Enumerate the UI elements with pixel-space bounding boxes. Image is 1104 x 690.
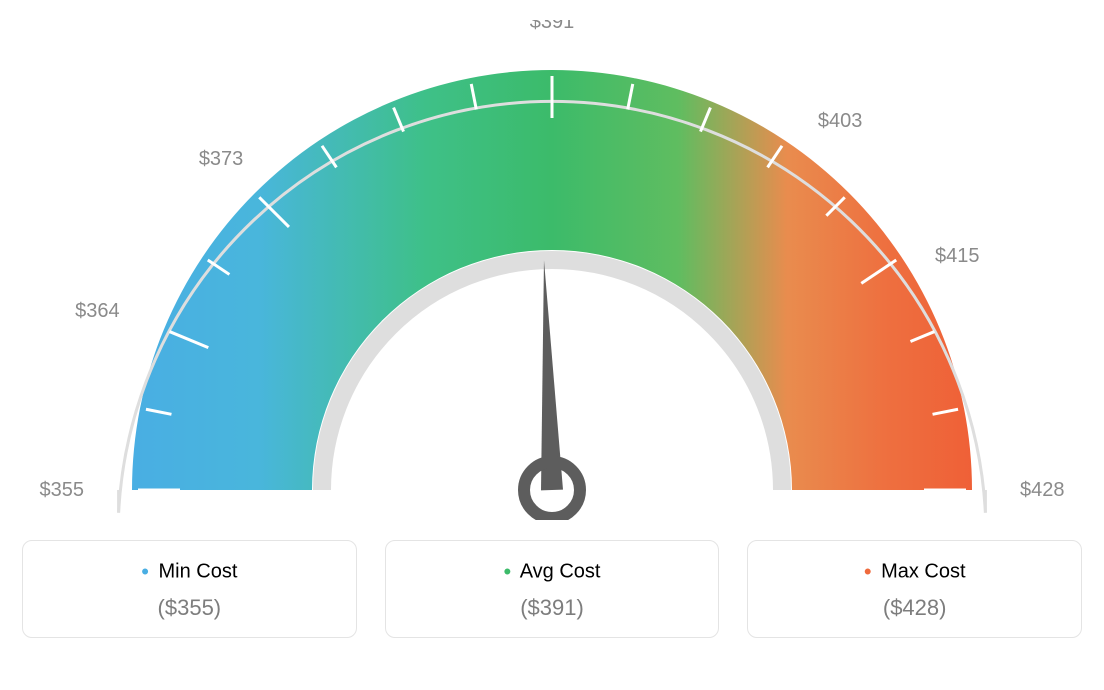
legend-value-avg: ($391)	[396, 595, 709, 621]
svg-text:$373: $373	[199, 148, 244, 170]
svg-text:$355: $355	[40, 479, 85, 501]
legend-card-max: • Max Cost ($428)	[747, 540, 1082, 638]
dot-icon: •	[141, 559, 149, 584]
cost-gauge: $355 $364 $373 $391 $403 $415 $428	[22, 20, 1082, 520]
dot-icon: •	[504, 559, 512, 584]
legend-value-max: ($428)	[758, 595, 1071, 621]
svg-text:$428: $428	[1020, 479, 1065, 501]
legend-row: • Min Cost ($355) • Avg Cost ($391) • Ma…	[22, 540, 1082, 638]
legend-card-avg: • Avg Cost ($391)	[385, 540, 720, 638]
legend-value-min: ($355)	[33, 595, 346, 621]
svg-text:$415: $415	[935, 245, 980, 267]
legend-label: Min Cost	[159, 560, 238, 582]
legend-label: Avg Cost	[520, 560, 601, 582]
legend-card-min: • Min Cost ($355)	[22, 540, 357, 638]
legend-title-avg: • Avg Cost	[396, 559, 709, 585]
svg-text:$391: $391	[530, 20, 575, 33]
legend-label: Max Cost	[881, 560, 965, 582]
svg-text:$403: $403	[818, 110, 863, 132]
legend-title-max: • Max Cost	[758, 559, 1071, 585]
svg-text:$364: $364	[75, 300, 120, 322]
dot-icon: •	[864, 559, 872, 584]
legend-title-min: • Min Cost	[33, 559, 346, 585]
gauge-svg: $355 $364 $373 $391 $403 $415 $428	[22, 20, 1082, 520]
